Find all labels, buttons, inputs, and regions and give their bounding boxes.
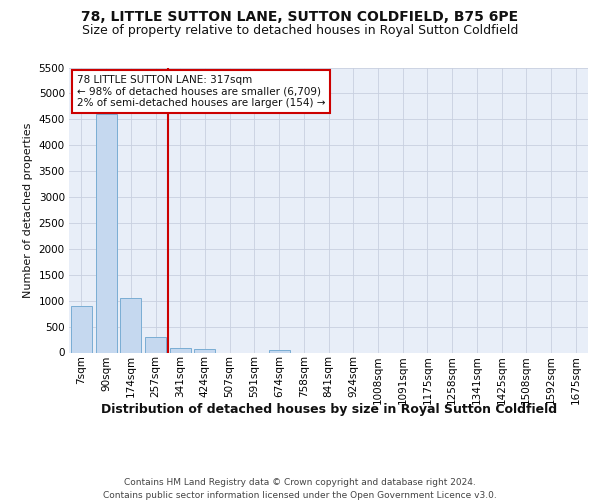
Text: Distribution of detached houses by size in Royal Sutton Coldfield: Distribution of detached houses by size … (101, 402, 557, 415)
Bar (145, 337, 166, 352)
Bar (71, 306, 92, 352)
Bar (269, 350, 290, 352)
Bar (194, 348, 215, 352)
Bar (120, 298, 141, 352)
Text: Contains HM Land Registry data © Crown copyright and database right 2024.
Contai: Contains HM Land Registry data © Crown c… (103, 478, 497, 500)
Bar (170, 348, 191, 352)
Y-axis label: Number of detached properties: Number of detached properties (23, 122, 33, 298)
Bar (95, 114, 116, 352)
Text: 78 LITTLE SUTTON LANE: 317sqm
← 98% of detached houses are smaller (6,709)
2% of: 78 LITTLE SUTTON LANE: 317sqm ← 98% of d… (77, 74, 325, 108)
Text: Size of property relative to detached houses in Royal Sutton Coldfield: Size of property relative to detached ho… (82, 24, 518, 37)
Text: 78, LITTLE SUTTON LANE, SUTTON COLDFIELD, B75 6PE: 78, LITTLE SUTTON LANE, SUTTON COLDFIELD… (82, 10, 518, 24)
